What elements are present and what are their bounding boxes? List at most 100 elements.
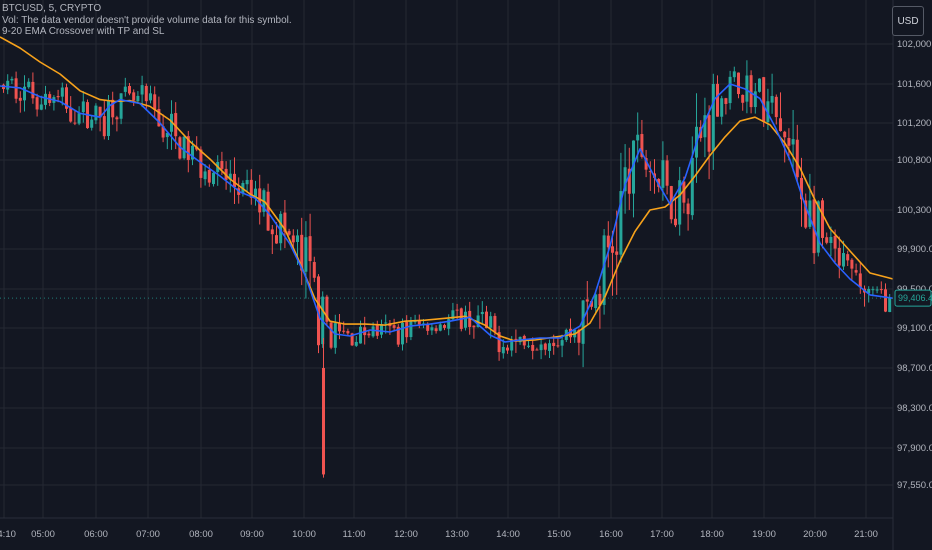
candle-body: [569, 328, 572, 338]
candle-body: [598, 293, 602, 306]
candle-body: [35, 97, 39, 110]
candle-body: [464, 311, 467, 328]
candle-body: [850, 259, 854, 269]
candle-body: [674, 218, 677, 226]
candle-body: [581, 300, 585, 344]
candle-body: [98, 106, 102, 118]
candle-body: [497, 332, 501, 353]
candle-body: [686, 203, 690, 215]
legend-volume-note: Vol: The data vendor doesn't provide vol…: [2, 14, 292, 26]
candle-body: [455, 309, 459, 311]
candle-body: [346, 331, 350, 334]
candle-body: [816, 201, 820, 253]
candle-body: [333, 323, 337, 348]
candle-body: [829, 236, 833, 243]
candle-body: [585, 299, 589, 302]
y-tick-label: 99,500.00: [897, 284, 932, 295]
candle-body: [354, 341, 358, 346]
candle-body: [417, 320, 421, 325]
candle-body: [749, 75, 753, 108]
candle-body: [867, 288, 871, 294]
candle-body: [220, 161, 224, 169]
candle-body: [791, 139, 795, 145]
candle-body: [132, 92, 136, 101]
candle-body: [296, 235, 299, 242]
candle-body: [501, 346, 505, 354]
legend-symbol[interactable]: BTCUSD, 5, CRYPTO: [2, 3, 102, 14]
candle-body: [409, 321, 413, 338]
candle-body: [711, 83, 715, 152]
candle-body: [27, 81, 31, 88]
y-tick-label: 101,200.00: [897, 118, 932, 129]
candle-body: [174, 113, 178, 137]
candle-body: [837, 247, 841, 266]
candle-body: [770, 95, 774, 103]
candle-body: [808, 200, 812, 227]
y-tick-label: 97,550.00: [897, 480, 932, 491]
candle-body: [279, 213, 283, 244]
candle-body: [846, 254, 850, 261]
candle-body: [430, 327, 434, 331]
candle-body: [594, 294, 598, 309]
candle-body: [203, 171, 207, 180]
candle-body: [476, 315, 480, 327]
candle-body: [615, 251, 619, 255]
candle-body: [191, 145, 194, 160]
candle-body: [438, 324, 442, 331]
candle-body: [6, 80, 10, 90]
candle-body: [384, 322, 388, 324]
candle-body: [858, 273, 862, 288]
x-tick-label: 06:00: [84, 529, 108, 540]
x-tick-label: 20:00: [803, 529, 827, 540]
candle-body: [115, 117, 119, 120]
candle-body: [107, 100, 110, 137]
candle-body: [304, 237, 308, 272]
candle-body: [804, 200, 808, 228]
candle-body: [875, 289, 879, 291]
candle-body: [60, 87, 64, 97]
candle-body: [380, 324, 383, 335]
candle-body: [665, 160, 669, 186]
candle-body: [753, 91, 757, 108]
candle-body: [401, 322, 404, 345]
candle-body: [317, 276, 320, 346]
candle-body: [854, 270, 858, 273]
candle-body: [707, 115, 711, 152]
currency-button[interactable]: USD: [892, 6, 924, 36]
candle-body: [350, 333, 354, 346]
candle-body: [636, 134, 640, 141]
x-tick-label: 10:00: [292, 529, 316, 540]
candle-body: [779, 118, 782, 132]
candle-body: [23, 86, 26, 101]
candle-body: [338, 323, 341, 332]
candle-body: [510, 340, 514, 351]
candle-body: [249, 179, 253, 198]
candle-body: [371, 326, 375, 337]
candle-body: [745, 75, 749, 102]
candle-body: [212, 172, 215, 185]
candle-body: [140, 85, 144, 95]
candle-body: [426, 324, 430, 331]
candle-body: [640, 134, 644, 157]
candle-body: [590, 301, 593, 307]
candle-body: [199, 149, 203, 178]
candle-body: [552, 342, 556, 347]
candle-body: [443, 325, 446, 328]
candle-body: [325, 296, 329, 322]
candle-body: [275, 235, 278, 244]
y-tick-label: 102,000.00: [897, 39, 932, 50]
x-tick-label: 04:10: [0, 529, 16, 540]
candle-body: [644, 158, 648, 170]
candle-body: [472, 325, 476, 328]
candle-body: [359, 326, 362, 344]
candle-body: [531, 344, 535, 351]
candle-body: [186, 136, 190, 160]
x-tick-label: 21:00: [854, 529, 878, 540]
candle-body: [606, 235, 610, 248]
candle-body: [842, 253, 845, 267]
candle-body: [413, 321, 417, 323]
candle-body: [560, 340, 564, 346]
legend-indicator[interactable]: 9-20 EMA Crossover with TP and SL: [2, 26, 165, 37]
